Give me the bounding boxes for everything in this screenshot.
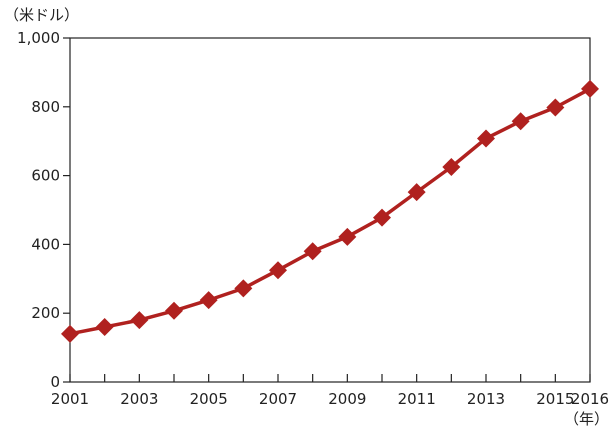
x-tick-label: 2016 [571, 390, 609, 408]
y-axis: 0 200 400 600 800 1,000 [17, 29, 70, 391]
y-tick-label: 0 [50, 373, 60, 391]
data-point [511, 112, 530, 131]
data-point [581, 79, 599, 98]
data-point [407, 183, 426, 202]
x-tick-label: 2003 [120, 390, 158, 408]
series-line [69, 87, 591, 336]
data-point [373, 208, 391, 227]
x-tick-label: 2007 [259, 390, 297, 408]
y-tick-label: 1,000 [17, 29, 60, 47]
y-tick-label: 600 [31, 167, 60, 185]
data-point [234, 279, 253, 298]
x-tick-label: 2001 [51, 390, 89, 408]
data-point [130, 311, 149, 330]
x-tick-label: 2005 [190, 390, 228, 408]
y-axis-unit-label: （米ドル） [4, 6, 79, 24]
x-axis-unit-label: （年） [564, 410, 609, 428]
data-point [546, 98, 565, 117]
x-tick-label: 2013 [467, 390, 505, 408]
data-point [477, 129, 495, 148]
data-point [338, 227, 357, 246]
x-tick-label: 2015 [536, 390, 574, 408]
data-point [61, 324, 79, 343]
data-point [95, 317, 114, 336]
data-point [165, 301, 183, 320]
data-point [199, 291, 218, 310]
x-tick-label: 2009 [328, 390, 366, 408]
y-tick-label: 400 [31, 235, 60, 253]
x-tick-label: 2011 [398, 390, 436, 408]
plot-frame [69, 37, 591, 383]
y-tick-label: 200 [31, 304, 60, 322]
data-point [269, 261, 287, 280]
series-points [61, 79, 599, 343]
data-point [442, 158, 461, 176]
y-tick-label: 800 [31, 98, 60, 116]
data-point [303, 242, 322, 261]
